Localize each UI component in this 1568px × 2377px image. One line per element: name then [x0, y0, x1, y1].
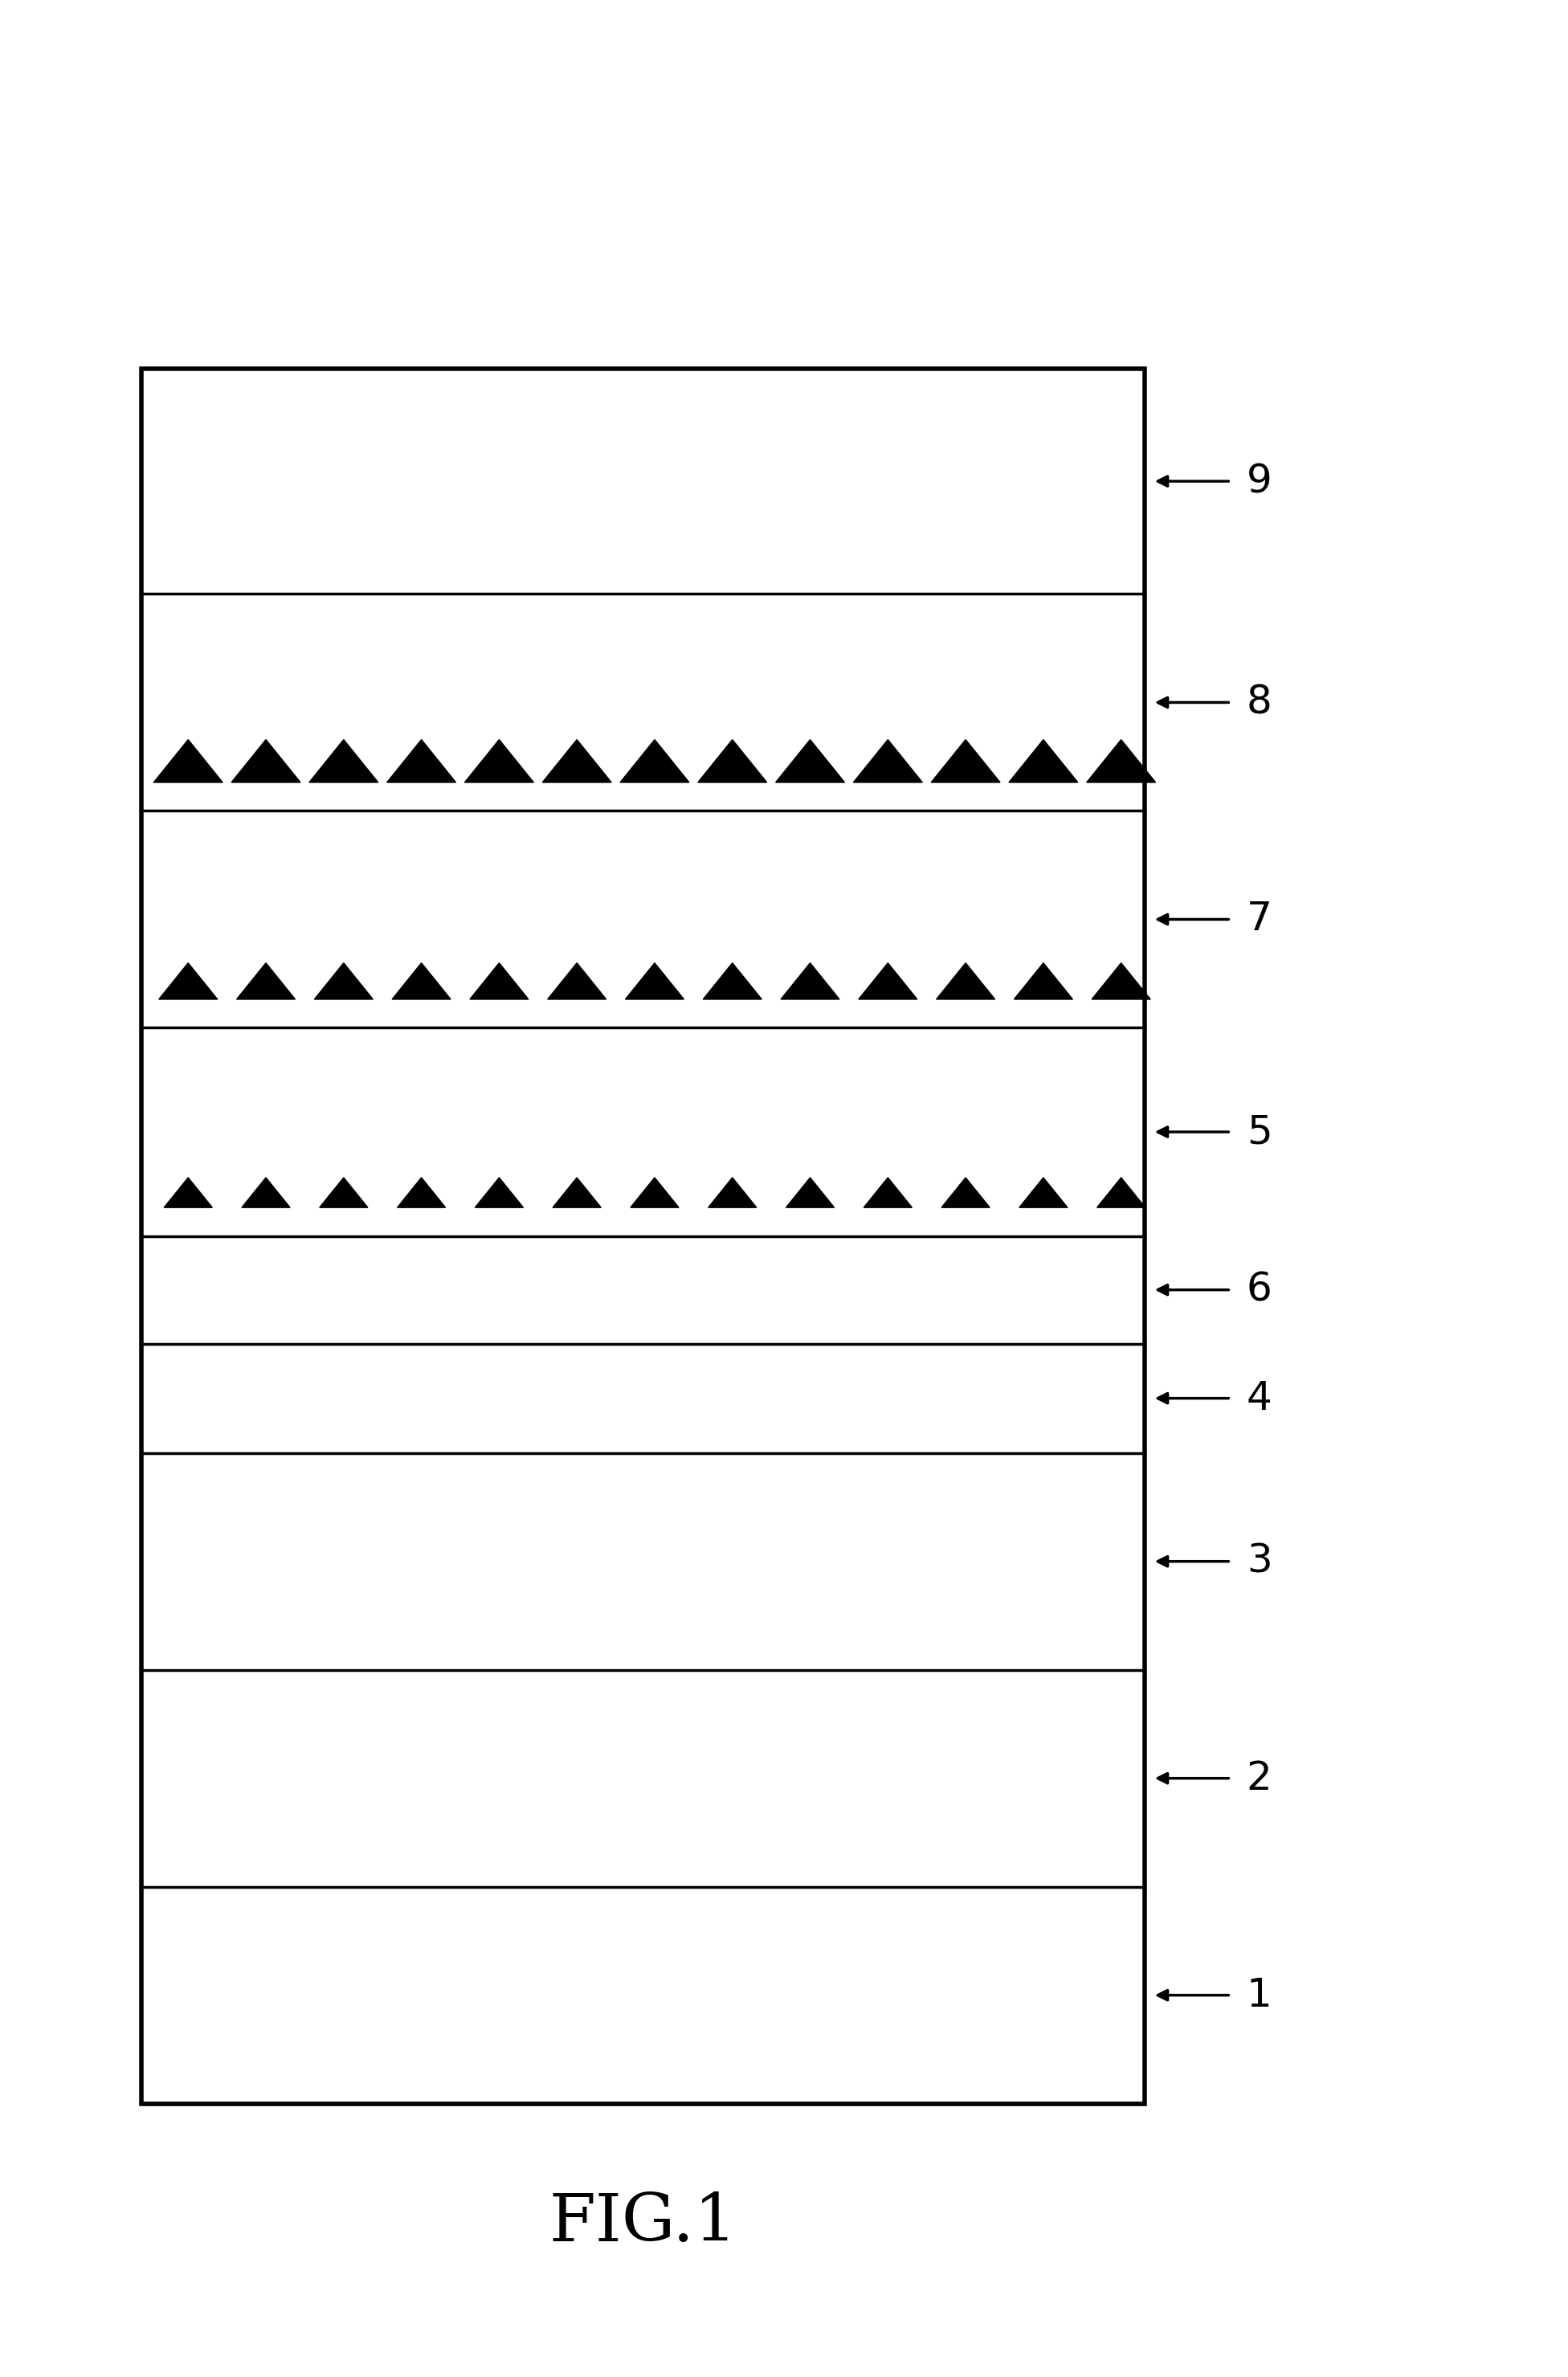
Polygon shape — [309, 739, 378, 782]
Text: 9: 9 — [1247, 461, 1272, 502]
Text: 2: 2 — [1247, 1759, 1272, 1797]
Polygon shape — [853, 739, 922, 782]
Polygon shape — [931, 739, 1000, 782]
Polygon shape — [1087, 739, 1156, 782]
Polygon shape — [475, 1177, 524, 1208]
Polygon shape — [397, 1177, 445, 1208]
Polygon shape — [1098, 1177, 1145, 1208]
Polygon shape — [470, 963, 528, 998]
Text: 4: 4 — [1247, 1379, 1272, 1417]
Polygon shape — [1008, 739, 1077, 782]
Polygon shape — [392, 963, 450, 998]
Polygon shape — [621, 739, 690, 782]
Polygon shape — [314, 963, 373, 998]
Polygon shape — [702, 963, 762, 998]
Text: FIG.1: FIG.1 — [549, 2189, 737, 2256]
Polygon shape — [464, 739, 533, 782]
Polygon shape — [387, 739, 456, 782]
Polygon shape — [698, 739, 767, 782]
Text: 6: 6 — [1247, 1272, 1272, 1310]
Polygon shape — [776, 739, 845, 782]
Text: 5: 5 — [1247, 1112, 1272, 1150]
Polygon shape — [1019, 1177, 1068, 1208]
Polygon shape — [1091, 963, 1151, 998]
Polygon shape — [232, 739, 301, 782]
Text: 1: 1 — [1247, 1975, 1272, 2013]
Polygon shape — [864, 1177, 913, 1208]
Polygon shape — [941, 1177, 989, 1208]
Polygon shape — [320, 1177, 368, 1208]
Polygon shape — [786, 1177, 834, 1208]
Polygon shape — [554, 1177, 601, 1208]
Text: 8: 8 — [1247, 682, 1272, 723]
Polygon shape — [547, 963, 607, 998]
Polygon shape — [859, 963, 917, 998]
Text: 7: 7 — [1247, 901, 1272, 939]
Text: 3: 3 — [1247, 1543, 1272, 1581]
Polygon shape — [709, 1177, 756, 1208]
Polygon shape — [630, 1177, 679, 1208]
Polygon shape — [626, 963, 684, 998]
Polygon shape — [1014, 963, 1073, 998]
Polygon shape — [237, 963, 295, 998]
Polygon shape — [241, 1177, 290, 1208]
Polygon shape — [781, 963, 839, 998]
Bar — [141, 368, 1145, 2104]
Polygon shape — [154, 739, 223, 782]
Polygon shape — [165, 1177, 212, 1208]
Polygon shape — [158, 963, 218, 998]
Polygon shape — [543, 739, 612, 782]
Polygon shape — [936, 963, 996, 998]
